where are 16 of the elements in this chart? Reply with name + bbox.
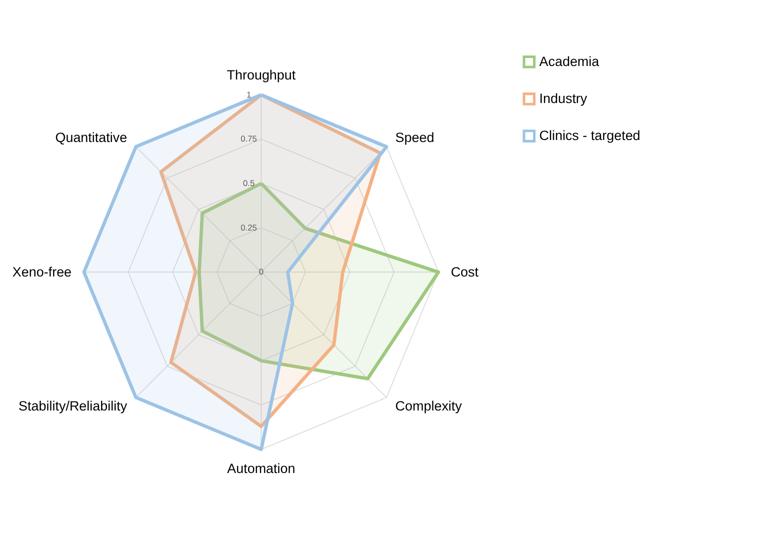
- spoke-label: Xeno-free: [12, 264, 72, 280]
- y-tick-label: 0.5: [242, 178, 255, 188]
- spoke-label: Complexity: [395, 398, 462, 414]
- y-tick-label: 1: [246, 89, 252, 100]
- spoke-label: Throughput: [226, 68, 296, 83]
- spoke-label: Quantitative: [55, 130, 128, 146]
- spoke-label: Speed: [395, 130, 434, 146]
- spoke-label: Automation: [227, 461, 296, 476]
- spoke-label: Cost: [450, 264, 479, 280]
- y-tick-label: 0: [258, 266, 264, 277]
- legend-label: Academia: [539, 54, 600, 70]
- y-tick-label: 0.75: [240, 134, 258, 144]
- spoke-label: Stability/Reliability: [18, 398, 128, 414]
- legend-label: Clinics - targeted: [539, 128, 640, 144]
- y-tick-label: 0.25: [240, 222, 258, 232]
- legend-label: Industry: [539, 91, 588, 106]
